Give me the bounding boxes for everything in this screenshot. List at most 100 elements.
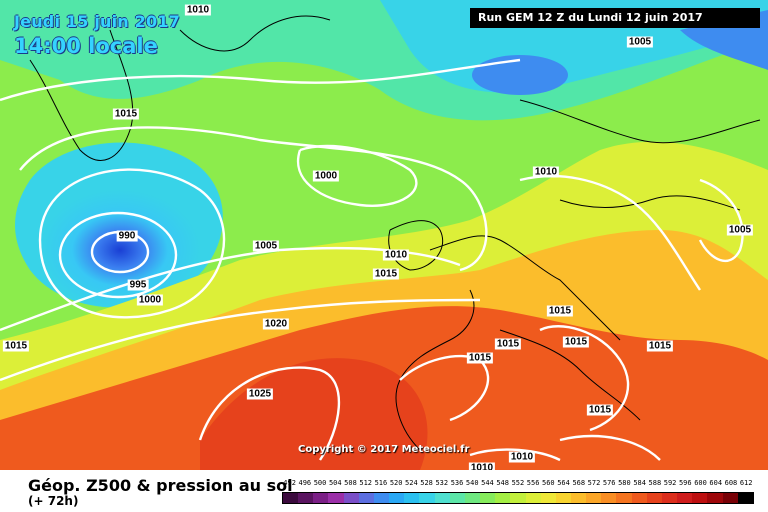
isobar-label: 1015	[646, 340, 674, 352]
isobar-1015-se	[559, 434, 661, 461]
color-scale-bar	[282, 492, 754, 504]
isobar-label: 1020	[262, 318, 290, 330]
map-canvas	[0, 0, 768, 470]
scale-swatch	[570, 493, 587, 503]
isobar-1000-low	[38, 168, 226, 319]
scale-swatch	[677, 493, 693, 503]
isobar-label: 1010	[532, 166, 560, 178]
scale-swatch	[525, 493, 541, 503]
color-scale-labels: 492 496 500 504 508 512 516 520 524 528 532 536 540 5…	[282, 479, 754, 487]
coast-arctic	[179, 15, 331, 52]
isobar-1015-mid	[0, 246, 461, 332]
scale-value-label: 516	[374, 479, 388, 487]
scale-value-label: 556	[526, 479, 540, 487]
scale-swatch	[661, 493, 678, 503]
scale-value-label: 572	[587, 479, 601, 487]
isobars	[0, 58, 744, 462]
field-low-core	[40, 190, 200, 310]
scale-swatch	[449, 493, 465, 503]
scale-swatch	[601, 493, 617, 503]
isobar-label: 1000	[136, 294, 164, 306]
scale-value-label: 504	[328, 479, 342, 487]
scale-value-label: 492	[283, 479, 296, 487]
scale-swatch	[419, 493, 435, 503]
scale-swatch	[358, 493, 374, 503]
scale-value-label: 580	[618, 479, 631, 487]
scale-swatch	[586, 493, 602, 503]
scale-value-label: 496	[298, 479, 312, 487]
coast-iberia	[395, 289, 475, 451]
isobar-label: 1015	[494, 338, 522, 350]
scale-value-label: 508	[344, 479, 357, 487]
isobar-label: 1010	[184, 4, 212, 16]
isobar-1000-north	[297, 144, 418, 207]
scale-swatch	[631, 493, 647, 503]
scale-value-label: 612	[739, 479, 753, 487]
scale-swatch	[389, 493, 405, 503]
scale-value-label: 608	[724, 479, 738, 487]
scale-value-label: 528	[420, 479, 433, 487]
scale-swatch	[464, 493, 481, 503]
coast-baltic	[559, 195, 741, 211]
scale-value-label: 588	[648, 479, 662, 487]
isobar-label: 1015	[562, 336, 590, 348]
scale-swatch	[298, 493, 314, 503]
isobar-995	[58, 211, 178, 299]
copyright-notice: Copyright © 2017 Meteociel.fr	[298, 444, 470, 455]
isobar-label: 1015	[2, 340, 30, 352]
isobar-1005-east	[698, 178, 744, 262]
scale-swatch	[540, 493, 556, 503]
scale-value-label: 560	[542, 479, 555, 487]
isobar-label: 1005	[626, 36, 654, 48]
isobar-label: 1010	[468, 462, 496, 470]
scale-swatch	[495, 493, 511, 503]
scale-swatch	[434, 493, 450, 503]
scale-value-label: 596	[678, 479, 692, 487]
forecast-date: Jeudi 15 juin 2017	[14, 12, 180, 31]
model-run-label: Run GEM 12 Z du Lundi 12 juin 2017	[470, 8, 760, 28]
scale-value-label: 540	[465, 479, 479, 487]
scale-value-label: 532	[435, 479, 449, 487]
isobar-label: 1005	[252, 240, 280, 252]
scale-value-label: 592	[663, 479, 677, 487]
scale-value-label: 584	[633, 479, 646, 487]
product-title: Géop. Z500 & pression au sol	[28, 476, 293, 495]
scale-value-label: 600	[694, 479, 707, 487]
isobar-label: 1010	[508, 451, 536, 463]
isobar-1025	[198, 366, 341, 461]
isobar-label: 1005	[726, 224, 754, 236]
scale-value-label: 604	[709, 479, 723, 487]
scale-swatch	[373, 493, 390, 503]
scale-value-label: 576	[602, 479, 616, 487]
scale-swatch	[646, 493, 662, 503]
scale-swatch	[313, 493, 329, 503]
isobar-1015-north	[0, 58, 521, 102]
isobar-1005	[19, 126, 488, 272]
isobar-label: 1015	[112, 108, 140, 120]
map-legend-footer: Géop. Z500 & pression au sol (+ 72h) 492…	[0, 470, 768, 512]
isobar-label: 1000	[312, 170, 340, 182]
scale-value-label: 524	[405, 479, 418, 487]
isobar-label: 995	[127, 279, 149, 291]
weather-map: 1010 1005 1015 1000 990 995 1000 1005 10…	[0, 0, 768, 470]
scale-swatch	[616, 493, 632, 503]
scale-swatch	[404, 493, 420, 503]
scale-value-label: 500	[313, 479, 327, 487]
field-band-red-dark	[200, 358, 428, 470]
isobar-label: 1015	[546, 305, 574, 317]
isobar-label: 1015	[586, 404, 614, 416]
scale-swatch	[328, 493, 344, 503]
scale-swatch	[555, 493, 571, 503]
isobar-1020	[0, 298, 481, 382]
isobar-label: 1025	[246, 388, 274, 400]
scale-swatch	[737, 493, 753, 503]
isobar-1015-south	[539, 325, 630, 432]
scale-value-label: 536	[450, 479, 464, 487]
isobar-label: 1010	[382, 249, 410, 261]
scale-value-label: 548	[496, 479, 509, 487]
isobar-1010-south	[469, 448, 561, 462]
isobar-label: 1015	[466, 352, 494, 364]
coast-europe-north	[429, 235, 621, 341]
scale-swatch	[283, 493, 299, 503]
